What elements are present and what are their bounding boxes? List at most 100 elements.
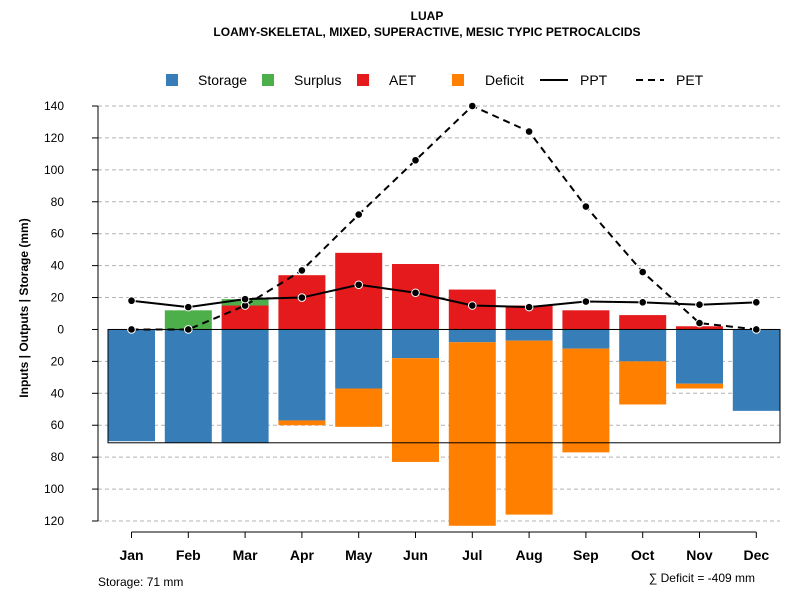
pet-point-aug [524,127,534,136]
y-tick-label: 0 [57,322,64,336]
deficit-bar-nov [676,383,723,389]
ppt-point-feb [184,302,193,312]
storage-bar-sep [562,329,610,349]
storage-bar-jun [392,329,439,359]
legend-swatch-deficit [452,74,464,86]
deficit-note: ∑ Deficit = -409 mm [649,571,755,585]
x-tick-label-jun: Jun [403,547,428,563]
legend: Storage Surplus AET Deficit PPT PET [166,72,704,88]
aet-bar-mar [221,305,269,330]
storage-bar-apr [278,329,326,421]
legend-label-ppt: PPT [580,72,608,88]
pet-point-nov [695,318,704,328]
surplus-bar-feb [164,310,212,330]
aet-bar-aug [505,305,553,330]
y-tick-label: 20 [51,354,65,368]
aet-bar-nov [676,326,723,330]
pet-point-jan [127,325,136,334]
deficit-bar-oct [619,361,667,405]
x-tick-label-oct: Oct [631,547,655,563]
y-axis: 140 120 100 80 60 40 20 0 20 40 60 80 100 120 [44,99,99,528]
x-tick-label-may: May [345,547,372,563]
storage-bar-mar [221,329,269,443]
y-tick-label: 120 [44,514,64,528]
y-tick-label: 40 [51,386,65,400]
legend-label-surplus: Surplus [294,72,341,88]
y-tick-label: 100 [44,163,64,177]
y-tick-label: 80 [51,195,65,209]
y-tick-label: 60 [51,418,65,432]
x-tick-label-sep: Sep [573,547,599,563]
x-tick-label-jul: Jul [462,547,482,563]
pet-point-dec [752,325,761,334]
chart-title: LUAP [411,9,444,23]
pet-line [131,104,757,331]
y-tick-label: 60 [51,227,65,241]
y-tick-label: 120 [44,131,64,145]
deficit-bar-jun [392,358,439,462]
ppt-line [131,283,757,309]
legend-label-aet: AET [389,72,417,88]
bars [108,252,780,526]
pet-point-jul [468,101,477,111]
y-tick-label: 80 [51,450,65,464]
legend-label-pet: PET [676,72,704,88]
legend-swatch-storage [166,74,178,86]
pet-point-apr [297,266,307,275]
ppt-point-jul [468,301,477,310]
ppt-point-oct [638,298,648,307]
storage-bar-aug [505,329,553,341]
x-tick-label-jan: Jan [119,547,143,563]
ppt-point-dec [752,298,761,307]
ppt-point-may [354,280,364,290]
x-tick-label-dec: Dec [743,547,769,563]
ppt-point-apr [297,293,307,302]
y-axis-label: Inputs | Outputs | Storage (mm) [17,218,31,397]
pet-point-jun [411,155,420,165]
y-tick-label: 20 [51,291,65,305]
pet-point-may [354,210,364,219]
storage-note: Storage: 71 mm [98,575,183,589]
storage-bar-nov [676,329,723,384]
pet-point-sep [581,202,591,211]
y-tick-label: 100 [44,482,64,496]
series-lines [127,101,761,334]
storage-bar-jul [448,329,496,343]
x-tick-label-mar: Mar [233,547,258,563]
pet-point-oct [638,267,648,277]
ppt-point-nov [695,300,704,310]
pet-point-feb [184,325,193,334]
deficit-bar-jul [448,342,496,526]
deficit-bar-may [335,388,383,427]
x-tick-label-feb: Feb [176,547,201,563]
x-tick-label-aug: Aug [515,547,542,563]
legend-swatch-aet [357,74,369,86]
ppt-point-sep [581,297,591,306]
legend-label-storage: Storage [198,72,247,88]
y-tick-label: 40 [51,259,65,273]
aet-bar-oct [619,315,667,330]
storage-bar-may [335,329,383,389]
deficit-bar-apr [278,420,326,426]
x-tick-label-nov: Nov [686,547,713,563]
aet-bar-may [335,252,383,330]
plot-frame [107,328,781,444]
ppt-point-mar [240,294,250,304]
x-axis: Jan Feb Mar Apr May Jun Jul Aug Sep Oct Nov Dec [119,531,769,563]
storage-bar-oct [619,329,667,362]
storage-bar-feb [164,329,212,443]
aet-bar-sep [562,310,610,330]
ppt-point-jun [411,288,420,298]
legend-swatch-surplus [262,74,274,86]
gridlines [98,105,780,522]
ppt-point-jan [127,296,136,306]
storage-bar-dec [732,329,780,411]
chart-subtitle: LOAMY-SKELETAL, MIXED, SUPERACTIVE, MESI… [213,25,640,39]
storage-bar-jan [108,329,155,442]
x-tick-label-apr: Apr [290,547,315,563]
y-tick-label: 140 [44,99,64,113]
aet-bar-apr [278,275,326,330]
legend-label-deficit: Deficit [485,72,524,88]
ppt-point-aug [524,302,534,312]
